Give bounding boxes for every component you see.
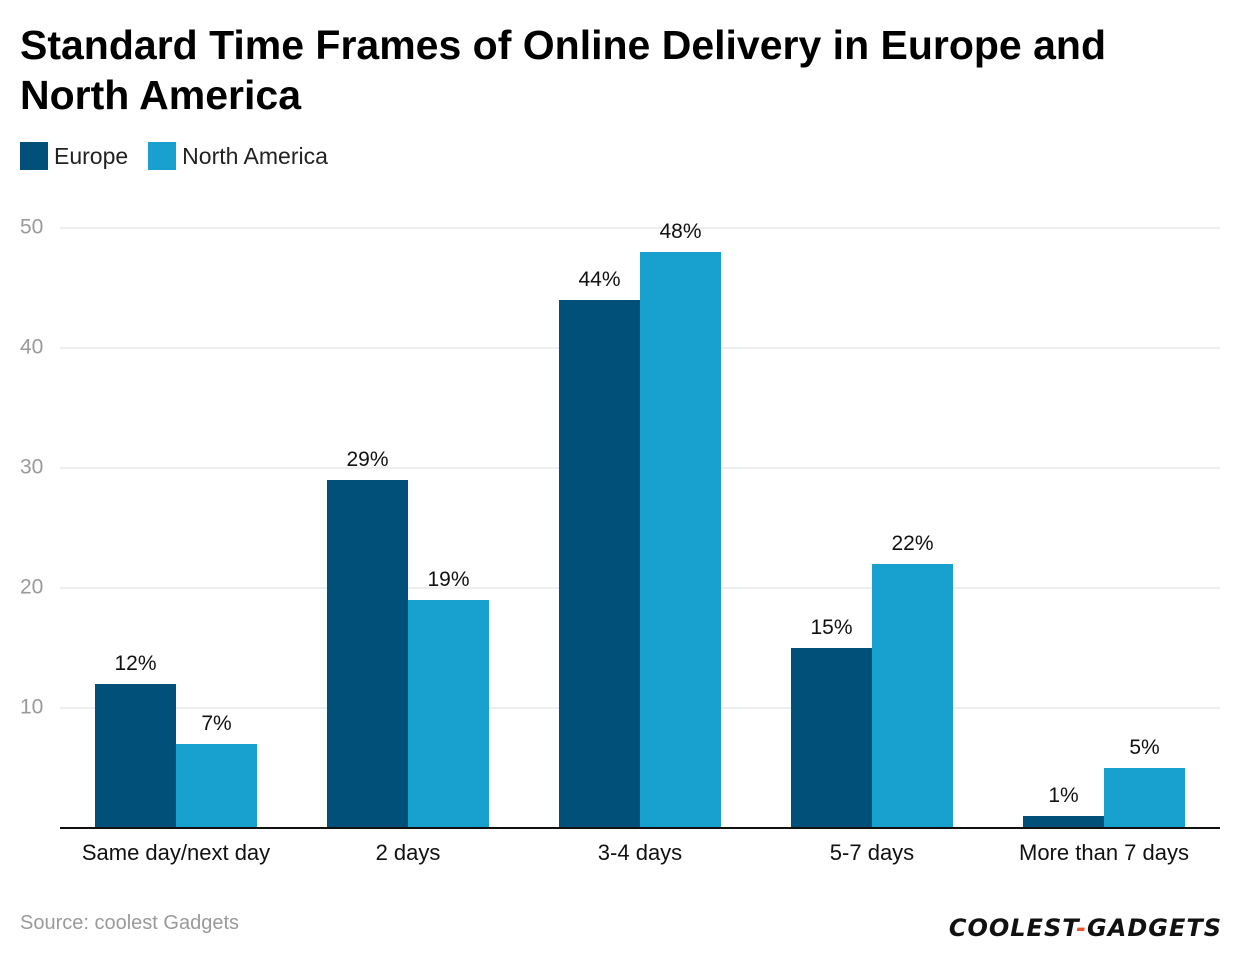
legend-item-north-america: North America bbox=[148, 142, 328, 170]
y-tick-label: 20 bbox=[20, 576, 43, 599]
brand-logo-dash: - bbox=[1076, 914, 1088, 942]
brand-logo: COOLEST-GADGETS bbox=[949, 914, 1222, 942]
x-tick-label: 5-7 days bbox=[830, 840, 914, 865]
y-tick-label: 10 bbox=[20, 696, 43, 719]
bar bbox=[408, 600, 489, 828]
bar bbox=[1104, 768, 1185, 828]
bar bbox=[176, 744, 257, 828]
legend: Europe North America bbox=[20, 142, 348, 170]
data-label: 7% bbox=[201, 712, 231, 735]
legend-label-europe: Europe bbox=[54, 142, 129, 169]
x-tick-label: 2 days bbox=[376, 840, 441, 865]
legend-swatch-north-america bbox=[148, 142, 177, 170]
legend-item-europe: Europe bbox=[20, 142, 128, 170]
data-label: 5% bbox=[1129, 736, 1159, 759]
bar bbox=[872, 564, 953, 828]
legend-label-north-america: North America bbox=[182, 142, 328, 169]
data-label: 29% bbox=[346, 448, 388, 471]
data-label: 48% bbox=[659, 220, 701, 243]
data-label: 1% bbox=[1048, 784, 1078, 807]
legend-swatch-europe bbox=[20, 142, 48, 170]
y-tick-label: 30 bbox=[20, 456, 43, 479]
x-tick-label: 3-4 days bbox=[598, 840, 682, 865]
brand-logo-left: COOLEST bbox=[948, 914, 1077, 942]
chart-title: Standard Time Frames of Online Delivery … bbox=[20, 22, 1107, 118]
brand-logo-right: GADGETS bbox=[1087, 914, 1222, 942]
bar bbox=[327, 480, 408, 828]
data-label: 12% bbox=[114, 652, 156, 675]
data-label: 19% bbox=[427, 568, 469, 591]
y-tick-label: 50 bbox=[20, 216, 43, 239]
bar bbox=[640, 252, 721, 828]
data-label: 15% bbox=[810, 616, 852, 639]
data-label: 44% bbox=[578, 268, 620, 291]
bar bbox=[95, 684, 176, 828]
source-note: Source: coolest Gadgets bbox=[20, 912, 240, 934]
data-label: 22% bbox=[891, 532, 933, 555]
bar bbox=[559, 300, 640, 828]
x-tick-label: More than 7 days bbox=[1019, 840, 1189, 865]
bar bbox=[791, 648, 872, 828]
bar-chart: 10 20 30 40 50 12% 7% Same day/next day 29% 19% 2 … bbox=[20, 216, 1220, 865]
x-tick-label: Same day/next day bbox=[82, 840, 270, 865]
bar bbox=[1023, 816, 1104, 828]
y-tick-label: 40 bbox=[20, 336, 43, 359]
